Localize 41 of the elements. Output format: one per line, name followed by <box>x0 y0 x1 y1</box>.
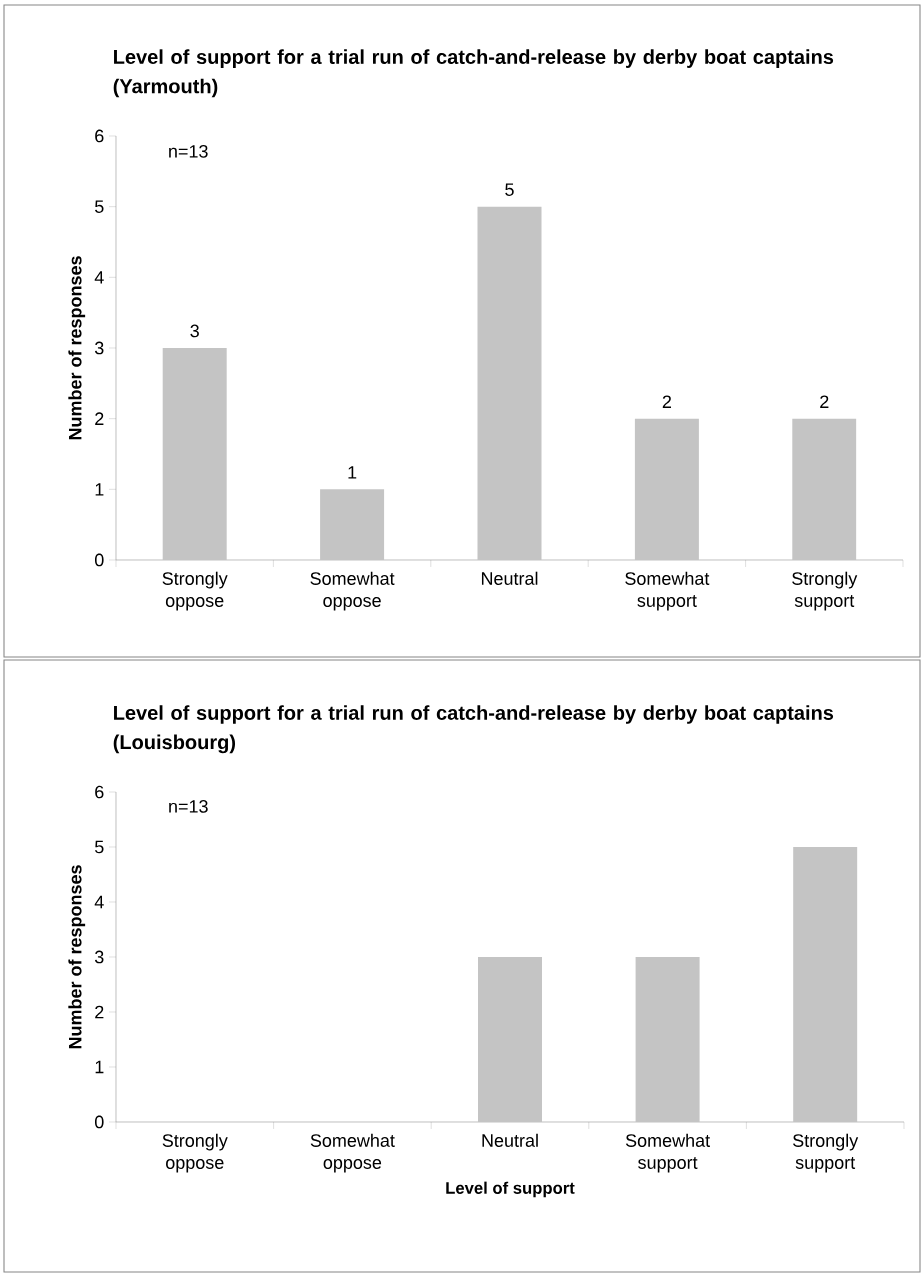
x-tick-label: Strongly oppose <box>162 1133 228 1173</box>
x-tick-label: Neutral <box>482 1133 538 1147</box>
y-axis-title: Number of responses <box>68 865 86 1049</box>
data-label: 2 <box>820 395 829 408</box>
y-axis-title: Number of responses <box>68 256 86 440</box>
x-tick-label: Somewhat support <box>625 1133 710 1173</box>
bar <box>320 489 385 560</box>
data-label: 1 <box>348 466 357 479</box>
x-tick-label: Strongly support <box>792 1133 859 1173</box>
y-tick-label: 3 <box>94 950 104 964</box>
bar <box>634 418 699 560</box>
y-tick-label: 4 <box>94 895 104 909</box>
chart-title: Level of support for a trial run of catch-and-release by derby boat captains (Louisbourg) <box>113 705 834 754</box>
y-tick-label: 3 <box>94 341 104 355</box>
y-tick-label: 5 <box>94 840 104 854</box>
x-tick-label: Strongly oppose <box>162 571 228 611</box>
y-tick-label: 4 <box>94 271 104 284</box>
x-axis-title: Level of support <box>446 1181 575 1198</box>
bar <box>162 347 227 560</box>
data-label: 5 <box>505 183 514 196</box>
chart-title: Level of support for a trial run of catch-and-release by derby boat captains (Yarmouth) <box>113 49 834 98</box>
y-tick-label: 2 <box>95 412 104 425</box>
x-tick-label: Somewhat support <box>625 571 710 611</box>
y-tick-label: 5 <box>94 200 104 213</box>
bar <box>477 206 542 560</box>
y-tick-label: 2 <box>95 1005 104 1019</box>
y-tick-label: 6 <box>95 129 104 143</box>
y-tick-label: 6 <box>95 785 104 799</box>
y-tick-label: 1 <box>95 1060 104 1074</box>
data-label: 2 <box>662 395 672 408</box>
y-tick-label: 1 <box>95 483 104 496</box>
annotation: n=13 <box>169 144 208 158</box>
y-tick-label: 0 <box>94 1115 104 1129</box>
x-tick-label: Strongly support <box>792 571 858 611</box>
annotation: n=13 <box>169 800 208 813</box>
data-label: 3 <box>190 324 199 338</box>
x-tick-label: Somewhat oppose <box>310 571 395 611</box>
x-tick-label: Somewhat oppose <box>310 1133 395 1173</box>
y-tick-label: 0 <box>94 553 104 567</box>
x-tick-label: Neutral <box>481 571 538 585</box>
bar <box>792 418 857 560</box>
